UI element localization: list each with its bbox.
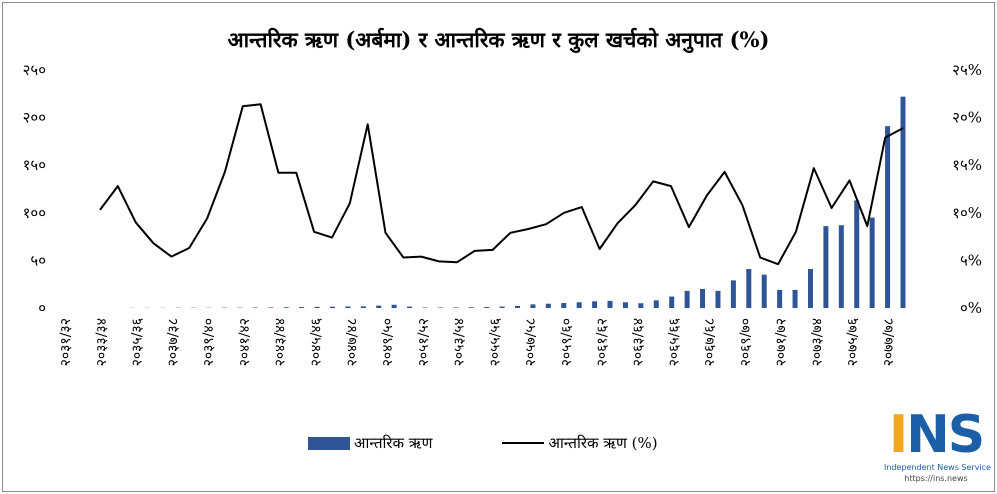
x-axis-tick-label: २०५३/५४ — [452, 318, 468, 366]
bar — [777, 289, 783, 308]
bar — [283, 307, 289, 308]
bar — [545, 303, 551, 308]
x-axis-tick-label: २०३३/३४ — [94, 318, 110, 366]
x-axis-tick-label: २०६३/६४ — [631, 318, 647, 366]
line-series — [99, 103, 904, 266]
bar — [592, 301, 598, 308]
bar — [484, 307, 490, 308]
bar — [329, 306, 335, 308]
x-axis-tick-label: २०७३/७४ — [809, 318, 825, 366]
ins-logo-url: https://ins.news — [904, 474, 968, 483]
x-axis-tick-label: २०३५/३६ — [130, 318, 146, 366]
x-axis-tick-label: २०६५/६६ — [666, 318, 682, 366]
x-axis-tick-label: २०६१/६२ — [595, 318, 611, 366]
legend-line-label: आन्तरिक ऋण (%) — [548, 434, 658, 452]
x-axis-tick-label: २०३१/३२ — [58, 318, 74, 366]
bar — [468, 307, 474, 308]
bar — [700, 288, 706, 308]
bar — [561, 303, 567, 308]
bar — [792, 289, 798, 308]
right-axis-tick-label: २५% — [952, 61, 982, 79]
x-axis-tick-label: २०६७/६८ — [702, 318, 718, 366]
left-axis-tick-label: २५० — [23, 61, 46, 79]
bar — [576, 302, 582, 308]
left-axis-tick-label: १०० — [23, 204, 46, 222]
right-axis-tick-label: १०% — [952, 204, 982, 222]
bar — [885, 126, 891, 308]
ins-logo-mark: INS — [888, 405, 985, 465]
x-axis-tick-label: २०७७/७८ — [881, 318, 897, 366]
bar — [838, 225, 844, 308]
x-axis-tick-label: २०५५/५६ — [487, 318, 503, 366]
bar — [653, 300, 659, 308]
legend-item-bar: आन्तरिक ऋण — [308, 433, 432, 453]
legend-line-swatch — [502, 442, 545, 444]
x-axis-tick-label: २०७१/७२ — [774, 318, 790, 366]
right-axis-tick-label: १५% — [952, 156, 982, 174]
bar — [607, 300, 613, 308]
bar — [391, 304, 397, 308]
bar — [530, 304, 536, 308]
chart-title: आन्तरिक ऋण (अर्बमा) र आन्तरिक ऋण र कुल ख… — [227, 27, 770, 52]
x-axis-tick-label: २०३७/३८ — [165, 318, 181, 366]
bar — [268, 307, 274, 308]
bar — [376, 305, 382, 308]
left-axis-tick-label: ० — [38, 299, 46, 317]
x-axis-tick-label: २०५९/६० — [559, 318, 575, 366]
legend-bar-swatch — [308, 436, 350, 450]
bar — [314, 306, 320, 308]
bar — [900, 96, 906, 308]
bar — [299, 307, 305, 308]
left-axis-tick-label: ५० — [30, 251, 46, 269]
bar — [823, 226, 829, 308]
bar — [807, 268, 813, 308]
bar — [761, 274, 767, 308]
bar — [684, 290, 690, 308]
ins-logo: INS Independent News Service https://ins… — [884, 405, 991, 486]
x-axis-tick-label: २०४३/४४ — [273, 318, 289, 366]
bar — [638, 303, 644, 308]
right-axis-tick-label: ०% — [960, 299, 982, 317]
bar — [360, 306, 366, 308]
x-axis-tick-label: २०५१/५२ — [416, 318, 432, 366]
bar — [669, 296, 675, 308]
bar — [715, 290, 721, 308]
chart-legend: आन्तरिक ऋण आन्तरिक ऋण (%) — [308, 432, 728, 454]
bar — [515, 305, 520, 308]
bar — [869, 217, 875, 308]
right-axis-tick-label: २०% — [952, 109, 982, 127]
bar — [499, 306, 505, 308]
x-axis-tick-label: २०४७/४८ — [344, 318, 360, 366]
bar — [345, 306, 351, 308]
bar — [854, 200, 860, 308]
left-axis-tick-label: २०० — [23, 109, 46, 127]
bar — [622, 302, 628, 308]
legend-item-line: आन्तरिक ऋण (%) — [502, 433, 658, 453]
bar — [746, 268, 752, 308]
x-axis-tick-label: २०७५/७६ — [845, 318, 861, 366]
bar — [453, 307, 459, 308]
x-axis-tick-label: २०६९/७० — [738, 318, 754, 366]
x-axis-tick-label: २०३९/४० — [201, 318, 217, 366]
right-axis-tick-label: ५% — [960, 251, 982, 269]
x-axis-tick-label: २०५७/५८ — [523, 318, 539, 366]
x-axis-tick-label: २०४५/४६ — [308, 318, 324, 366]
bar — [407, 306, 413, 308]
bar — [730, 280, 736, 308]
left-axis-tick-label: १५० — [23, 156, 46, 174]
x-axis-tick-label: २०४९/५० — [380, 318, 396, 366]
x-axis-tick-label: २०४१/४२ — [237, 318, 253, 366]
legend-bar-label: आन्तरिक ऋण — [354, 434, 433, 452]
ins-logo-tagline: Independent News Service — [884, 463, 991, 472]
